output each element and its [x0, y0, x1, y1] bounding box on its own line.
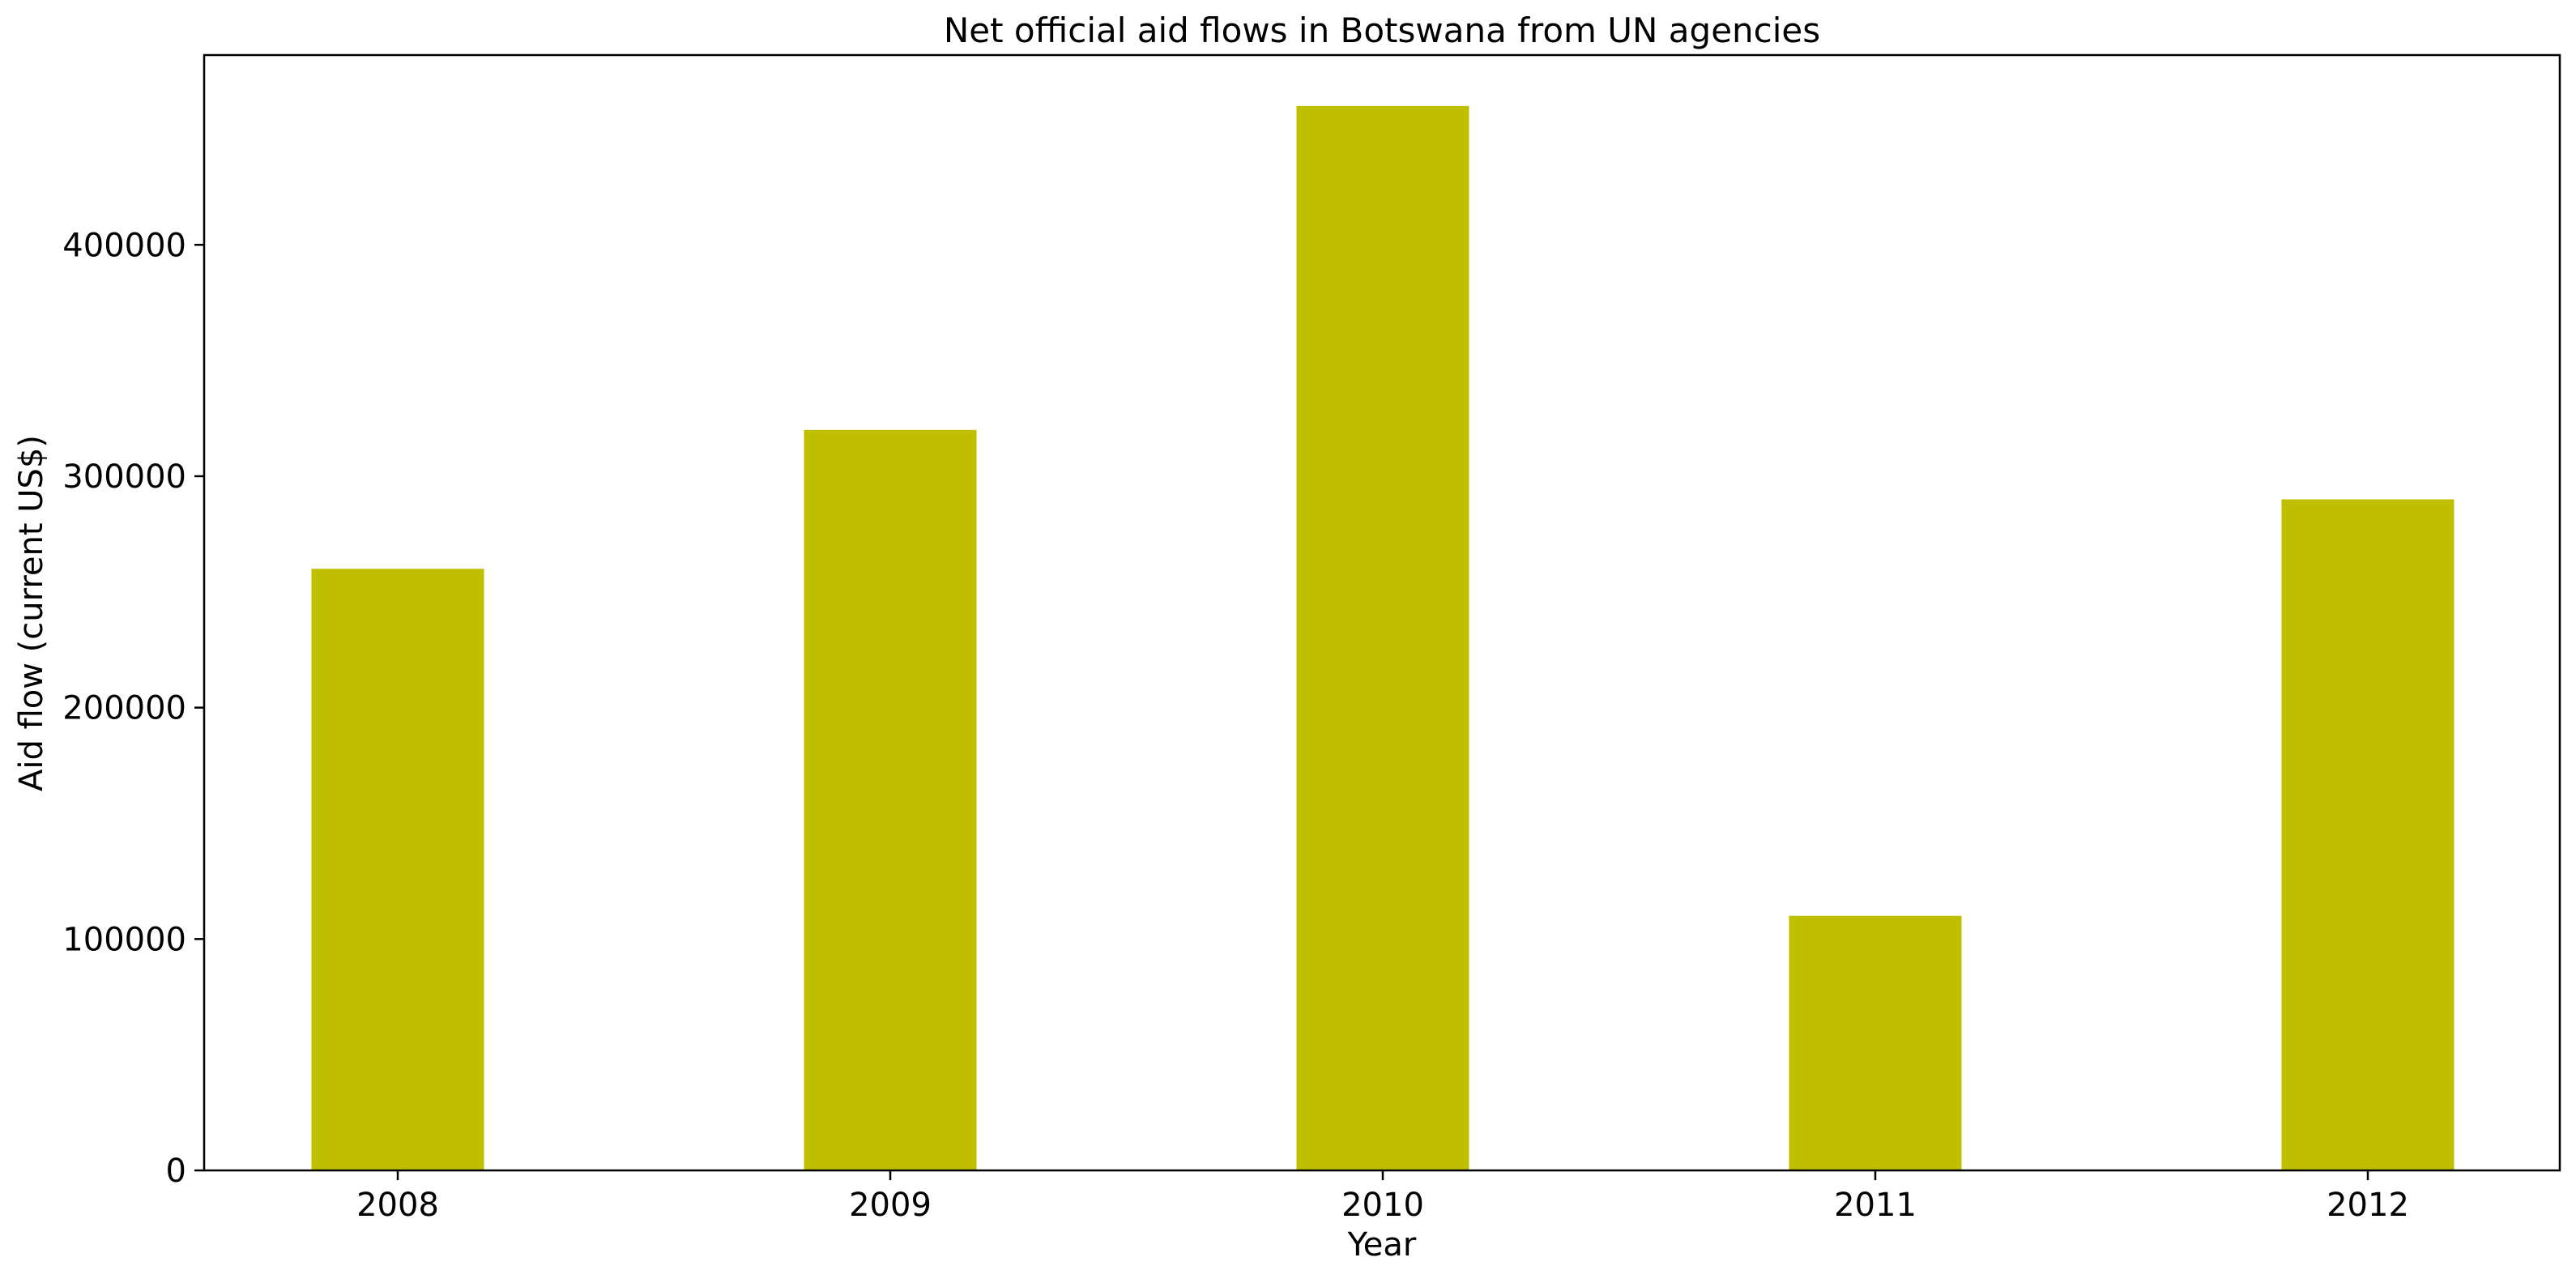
- y-tick-label-300000: 300000: [62, 458, 186, 496]
- plot-area: 2008 2009 2010 2011 2012 0 100000 200000 300000 4…: [62, 105, 2454, 1224]
- bar-2008: [311, 569, 484, 1170]
- bar-2010: [1296, 105, 1469, 1171]
- bar-2012: [2281, 499, 2454, 1170]
- x-tick-label-2011: 2011: [1834, 1187, 1917, 1224]
- y-axis-label: Aid flow (current US$): [13, 435, 50, 791]
- x-tick-label-2012: 2012: [2327, 1187, 2409, 1224]
- x-tick-label-2009: 2009: [849, 1187, 932, 1224]
- bar-2009: [804, 429, 977, 1170]
- y-tick-label-0: 0: [166, 1153, 186, 1190]
- chart-title: Net official aid flows in Botswana from …: [944, 11, 1820, 50]
- plot-frame: [203, 53, 2561, 1172]
- bar-2011: [1789, 915, 1962, 1170]
- y-tick-label-200000: 200000: [62, 690, 186, 727]
- x-tick-label-2008: 2008: [356, 1187, 439, 1224]
- x-axis-label: Year: [1347, 1226, 1417, 1264]
- y-tick-label-400000: 400000: [62, 227, 186, 264]
- x-tick-label-2010: 2010: [1341, 1187, 1424, 1224]
- y-tick-label-100000: 100000: [62, 921, 186, 958]
